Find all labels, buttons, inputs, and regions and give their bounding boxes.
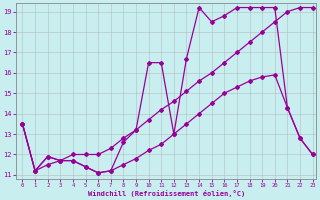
X-axis label: Windchill (Refroidissement éolien,°C): Windchill (Refroidissement éolien,°C) — [88, 190, 245, 197]
